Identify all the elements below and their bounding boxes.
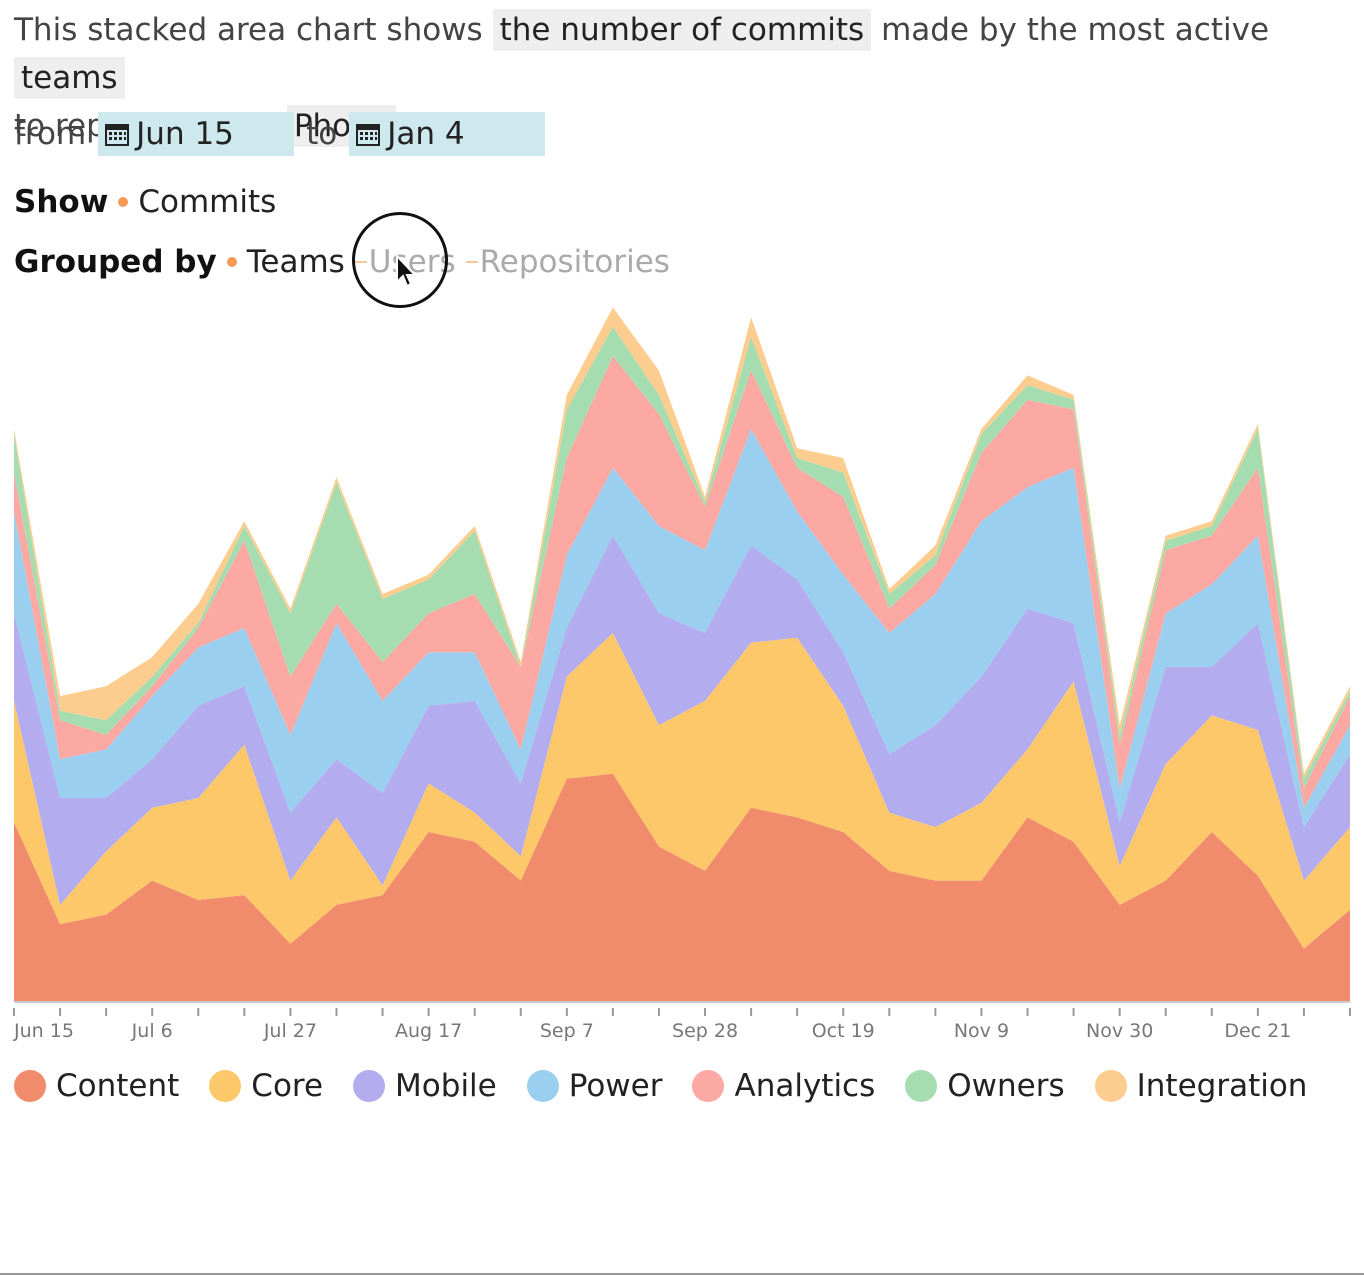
description-prefix: This stacked area chart shows bbox=[14, 12, 483, 48]
x-tick-label: Oct 19 bbox=[812, 1020, 875, 1042]
bottom-divider bbox=[0, 1273, 1364, 1275]
chart-legend: Content Core Mobile Power Analytics Owne… bbox=[14, 1068, 1337, 1104]
end-date-value: Jan 4 bbox=[387, 116, 465, 152]
legend-label: Analytics bbox=[734, 1068, 876, 1104]
x-tick-label: Jun 15 bbox=[13, 1020, 74, 1042]
legend-label: Core bbox=[251, 1068, 324, 1104]
chart-areas bbox=[14, 307, 1350, 1002]
calendar-icon bbox=[105, 124, 130, 146]
start-date-picker[interactable]: Jun 15 bbox=[98, 112, 295, 156]
x-tick-label: Sep 7 bbox=[540, 1020, 594, 1042]
group-option-repositories[interactable]: Repositories bbox=[480, 244, 670, 280]
description-middle: made by the most active bbox=[881, 12, 1270, 48]
group-option-label: Teams bbox=[246, 244, 345, 280]
cursor-highlight-ring bbox=[352, 212, 448, 308]
x-tick-label: Nov 30 bbox=[1086, 1020, 1153, 1042]
area-series-mobile[interactable] bbox=[14, 535, 1350, 905]
group-option-label: Repositories bbox=[479, 244, 670, 280]
chart-description: This stacked area chart shows the number… bbox=[14, 6, 1354, 150]
legend-item-mobile[interactable]: Mobile bbox=[353, 1068, 497, 1104]
show-option-label: Commits bbox=[138, 184, 277, 220]
x-axis-ticks: Jun 15 Jul 6 Jul 27 Aug 17 Sep 7 Sep 28 Oct 19… bbox=[13, 1008, 1351, 1042]
end-date-picker[interactable]: Jan 4 bbox=[349, 112, 546, 156]
stacked-area-chart: Jun 15 Jul 6 Jul 27 Aug 17 Sep 7 Sep 28 Oct 19… bbox=[13, 307, 1351, 1042]
show-label: Show bbox=[14, 184, 109, 220]
legend-item-core[interactable]: Core bbox=[209, 1068, 323, 1104]
legend-swatch bbox=[692, 1070, 725, 1102]
show-row: Show Commits bbox=[14, 184, 276, 220]
start-date-value: Jun 15 bbox=[136, 116, 234, 152]
area-series-core[interactable] bbox=[14, 632, 1350, 949]
x-tick-label: Nov 9 bbox=[954, 1020, 1009, 1042]
legend-item-content[interactable]: Content bbox=[14, 1068, 179, 1104]
grouped-by-row: Grouped by Teams Users Repositories bbox=[14, 244, 670, 280]
mouse-pointer-icon bbox=[396, 254, 418, 288]
legend-item-owners[interactable]: Owners bbox=[905, 1068, 1065, 1104]
legend-label: Owners bbox=[947, 1068, 1065, 1104]
legend-swatch bbox=[1094, 1070, 1127, 1102]
legend-swatch bbox=[905, 1070, 938, 1102]
legend-label: Integration bbox=[1136, 1068, 1308, 1104]
legend-item-analytics[interactable]: Analytics bbox=[692, 1068, 875, 1104]
show-option-commits[interactable]: Commits bbox=[118, 184, 276, 220]
legend-label: Power bbox=[568, 1068, 663, 1104]
x-tick-label: Jul 6 bbox=[131, 1020, 173, 1042]
option-separator bbox=[465, 261, 478, 263]
area-series-content[interactable] bbox=[14, 773, 1350, 1002]
date-range: from Jun 15 to Jan 4 bbox=[14, 112, 546, 156]
entity-selector[interactable]: teams bbox=[14, 57, 125, 99]
x-tick-label: Dec 21 bbox=[1224, 1020, 1291, 1042]
to-label: to bbox=[306, 116, 338, 152]
legend-swatch bbox=[526, 1070, 559, 1102]
grouped-by-label: Grouped by bbox=[14, 244, 217, 280]
legend-label: Content bbox=[56, 1068, 180, 1104]
area-series-analytics[interactable] bbox=[14, 356, 1350, 808]
legend-swatch bbox=[353, 1070, 386, 1102]
legend-label: Mobile bbox=[395, 1068, 497, 1104]
x-tick-label: Sep 28 bbox=[672, 1020, 738, 1042]
calendar-icon bbox=[356, 124, 381, 146]
x-tick-label: Jul 27 bbox=[263, 1020, 317, 1042]
legend-swatch bbox=[209, 1070, 242, 1102]
group-option-teams[interactable]: Teams bbox=[226, 244, 345, 280]
legend-swatch bbox=[14, 1070, 46, 1102]
legend-item-integration[interactable]: Integration bbox=[1094, 1068, 1308, 1104]
x-tick-label: Aug 17 bbox=[395, 1020, 462, 1042]
selected-dot bbox=[226, 257, 237, 267]
legend-item-power[interactable]: Power bbox=[526, 1068, 663, 1104]
metric-selector[interactable]: the number of commits bbox=[492, 9, 872, 51]
from-label: from bbox=[14, 116, 87, 152]
selected-dot bbox=[118, 197, 129, 207]
area-series-power[interactable] bbox=[14, 428, 1350, 828]
